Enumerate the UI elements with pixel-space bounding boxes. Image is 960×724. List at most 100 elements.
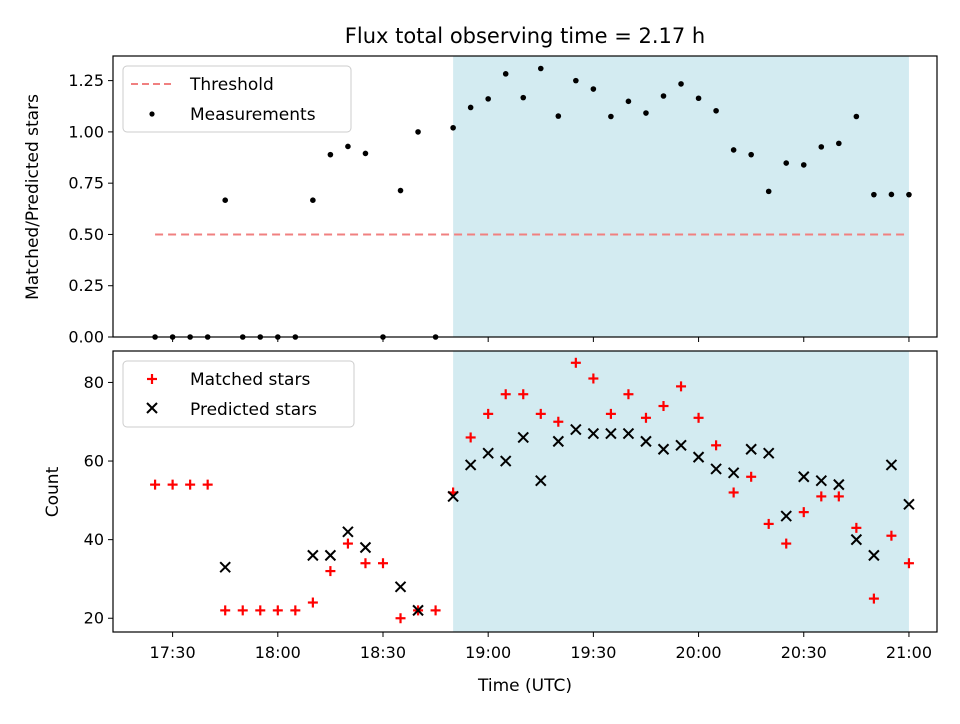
predicted-legend-swatch [146,402,158,414]
measurement-point [573,77,579,84]
predicted-star-point [833,478,845,491]
measurement-point [590,86,597,92]
predicted-star-point [342,526,354,538]
counts-axis-ticks: 17:30 18:00 18:30 19:00 19:30 20:00 20:30 21:00… [84,373,932,662]
predicted-star-point [587,427,600,440]
chart-title: Flux total observing time = 2.17 h [345,24,705,48]
measurement-point [643,110,649,116]
matched-star-point [325,566,336,577]
predicted-x-b [570,423,582,436]
matched-star-point [535,408,546,419]
predicted-star-point [412,604,424,617]
x-tick-label: 19:30 [570,643,616,662]
predicted-x-b [535,474,547,487]
x-tick-label: 21:00 [886,643,932,662]
measurement-point [537,65,544,72]
matched-legend-label: Matched stars [190,370,310,390]
predicted-star-point [903,498,915,510]
matched-star-point [763,518,774,529]
predicted-star-point [885,459,898,471]
predicted-x-b [447,490,459,503]
measurement-point [450,124,456,131]
matched-star-point [150,479,161,490]
matched-star-point [676,381,687,392]
measurement-point [502,71,509,77]
predicted-x-b [552,435,565,448]
predicted-x-b [517,431,529,444]
predicted-x-b [815,474,827,487]
matched-star-point [640,412,651,423]
measurement-point [625,98,632,105]
predicted-x-b [710,463,722,475]
matched-star-point [342,538,353,549]
predicted-x-b [394,581,407,593]
predicted-x-b [605,427,617,440]
matched-star-point [570,357,581,368]
x-tick-label: 20:00 [676,643,722,662]
predicted-x-b [727,467,740,479]
predicted-x-b [622,427,635,440]
measurements-legend-swatch [149,111,155,117]
measurement-point [765,188,772,195]
measurement-point [713,107,719,114]
matched-star-point [798,507,809,518]
measurement-point [853,113,860,120]
predicted-x-b [762,447,775,459]
matched-star-point [307,597,318,608]
predicted-x-b [342,526,354,538]
predicted-star-point [640,435,652,448]
measurement-point [748,151,754,158]
matched-star-point [816,491,827,502]
measurement-point [888,191,895,198]
ratio-y-tick-label: 0.75 [68,174,104,193]
measurement-point [818,144,825,150]
measurement-point [310,197,316,203]
predicted-x-b [745,443,757,455]
counts-marks [150,357,915,624]
measurement-point [415,129,421,135]
measurement-point [783,160,790,166]
ratio-marks [152,65,912,340]
ratio-y-tick-label: 0.00 [68,328,104,347]
predicted-x-b [307,549,319,562]
ratio-y-tick-label: 1.00 [68,122,104,141]
predicted-x-b [640,435,652,448]
x-tick-label: 17:30 [150,643,196,662]
matched-star-point [728,487,739,498]
measurement-point [467,104,474,111]
matched-star-point [220,605,231,616]
observing-span-shade-bottom [453,351,909,632]
predicted-star-point [324,549,337,562]
counts-legend-box [122,360,355,428]
predicted-x-b [219,561,231,573]
predicted-star-point [219,561,231,573]
matched-star-point [255,605,266,616]
measurement-point [397,187,404,194]
ratio-y-tick-label: 0.25 [68,276,104,295]
predicted-star-point [482,447,494,459]
matched-star-point [711,440,722,451]
measurement-point [608,113,614,120]
matched-star-point [202,479,213,490]
predicted-legend-label: Predicted stars [190,400,317,420]
predicted-x-b [850,533,863,546]
predicted-x-b [798,471,810,483]
ratio-y-tick-label: 1.25 [68,71,104,90]
predicted-star-point [798,471,810,483]
predicted-star-point [517,431,529,444]
counts-y-tick-label: 60 [84,452,104,471]
x-tick-label: 19:00 [465,643,511,662]
predicted-star-point [535,474,547,487]
predicted-star-point [745,443,757,455]
matched-star-point [500,389,511,400]
predicted-star-point [622,427,635,440]
counts-y-tick-label: 20 [84,609,104,628]
matched-star-point [430,605,441,616]
predicted-star-point [394,581,407,593]
matched-star-point [833,491,844,502]
predicted-star-point [815,474,827,487]
x-tick-label: 18:30 [360,643,406,662]
predicted-star-point [727,467,740,479]
predicted-star-point [552,435,565,448]
